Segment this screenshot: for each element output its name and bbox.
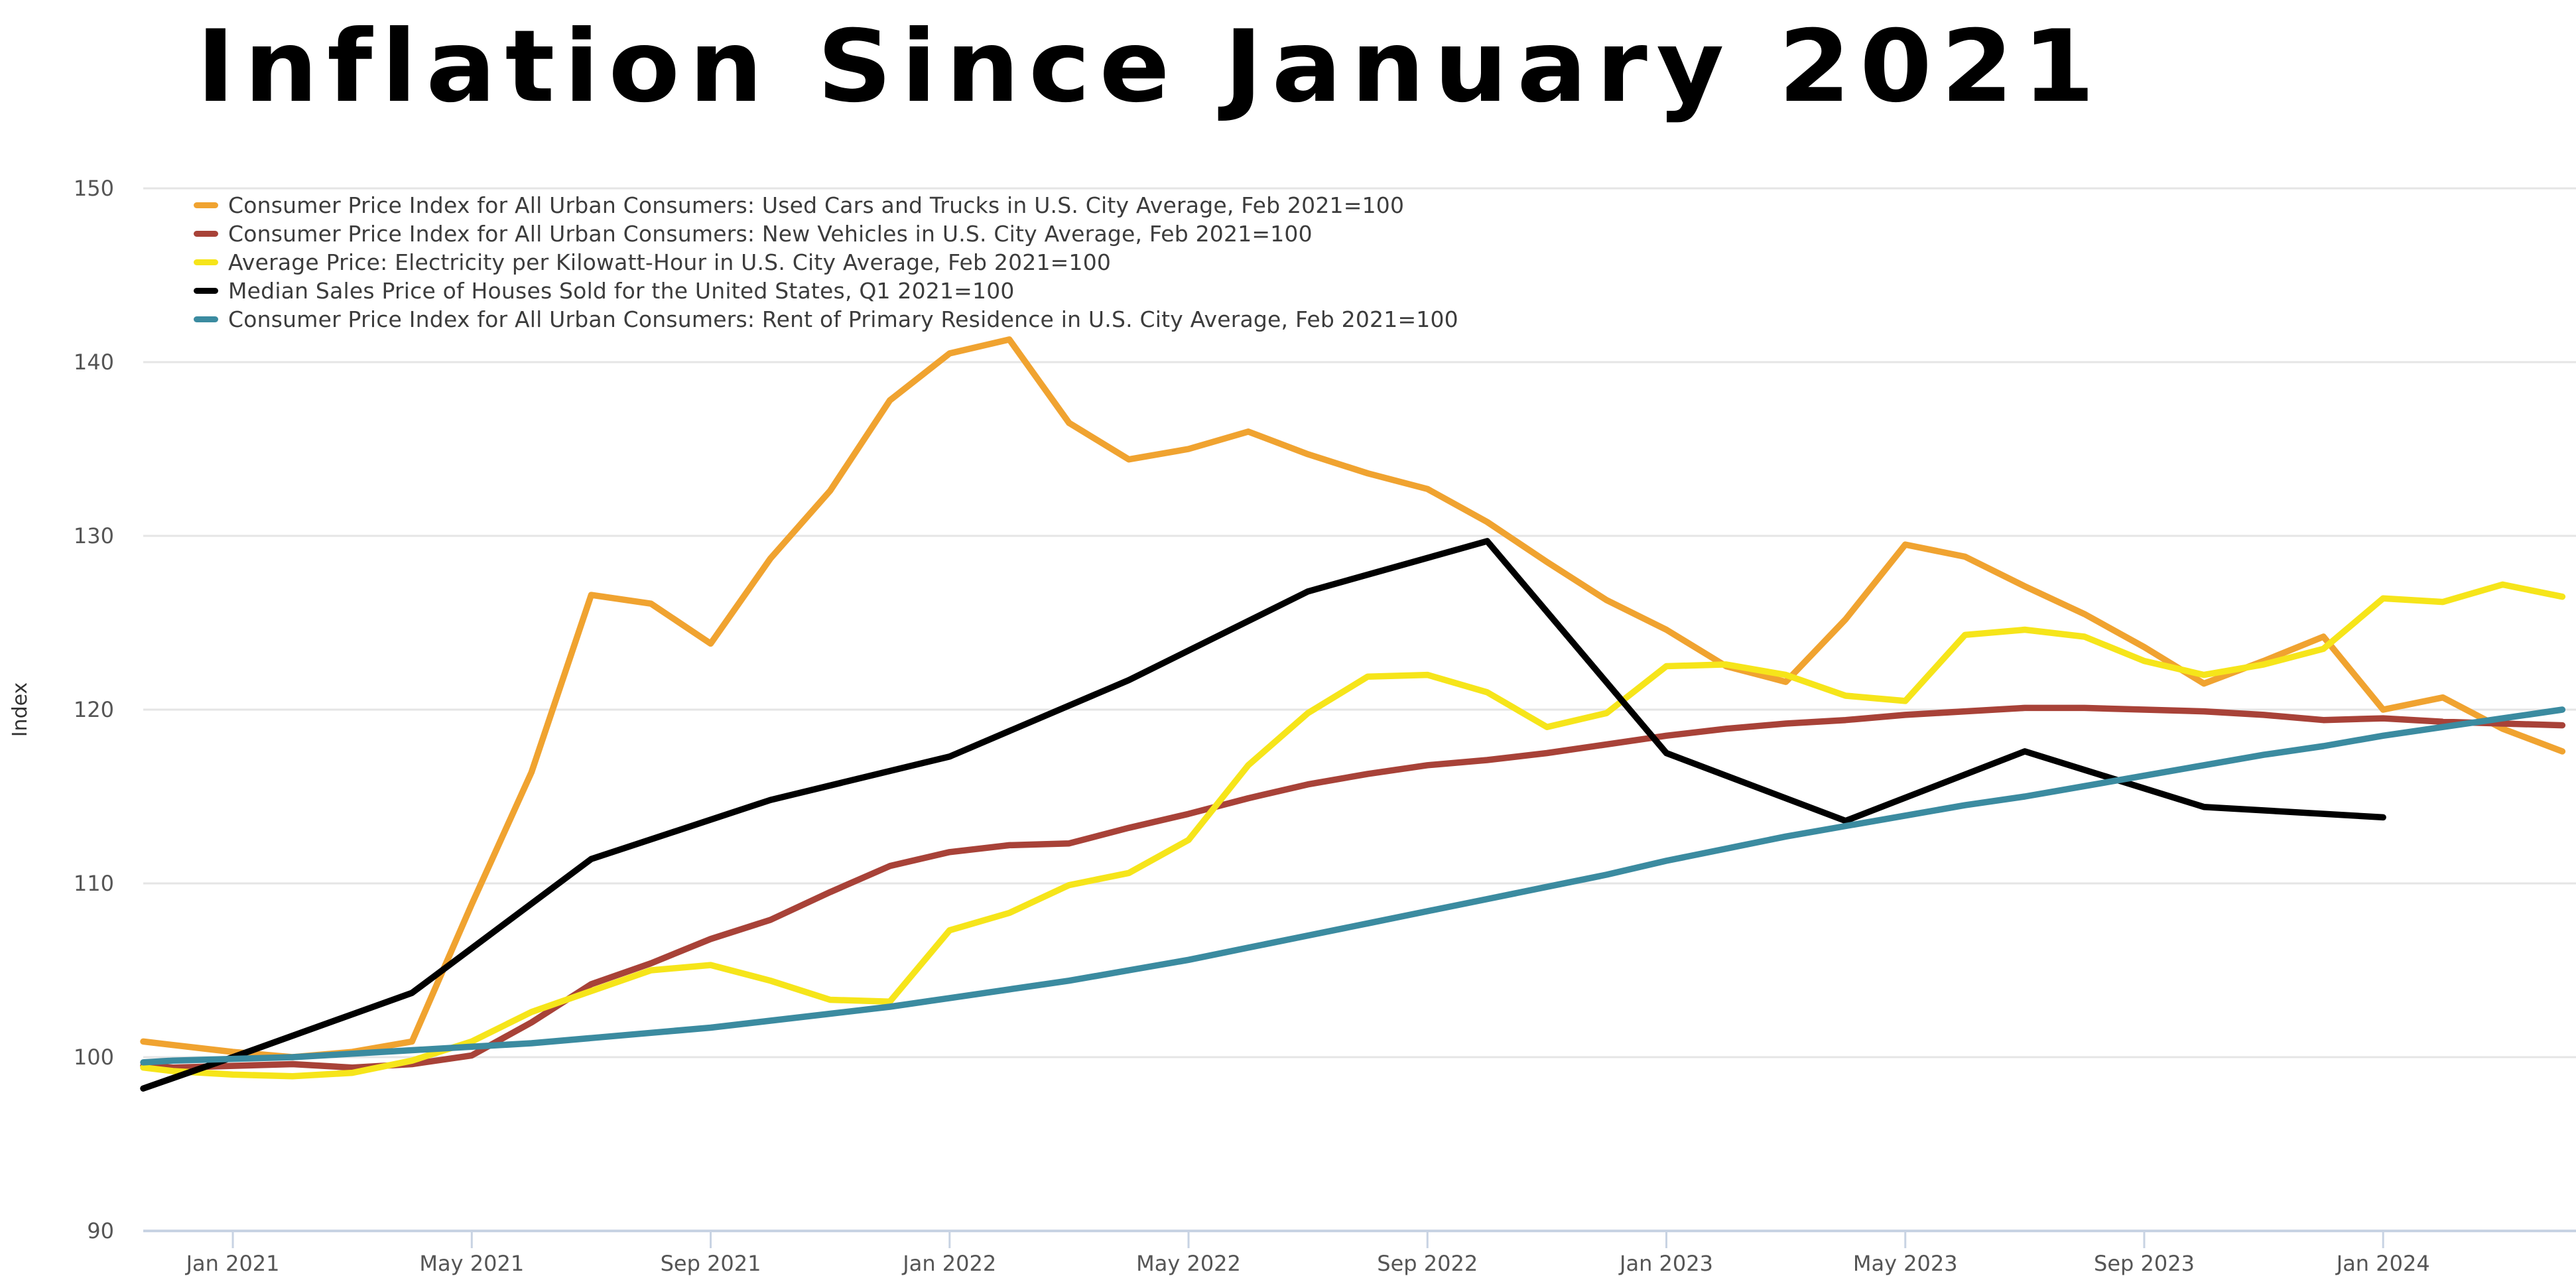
x-tick-label: May 2022 xyxy=(1136,1251,1241,1276)
legend-item: Median Sales Price of Houses Sold for th… xyxy=(194,277,1458,305)
series-houses-line xyxy=(140,538,2386,1092)
x-tick-label: Jan 2021 xyxy=(185,1251,280,1276)
x-tick-label: May 2021 xyxy=(419,1251,524,1276)
x-tick-label: May 2023 xyxy=(1853,1251,1958,1276)
x-tick-label: Jan 2024 xyxy=(2335,1251,2430,1276)
legend-label: Median Sales Price of Houses Sold for th… xyxy=(228,278,1015,304)
y-tick-label: 130 xyxy=(74,523,114,548)
y-tick-label: 90 xyxy=(87,1218,114,1244)
legend-label: Consumer Price Index for All Urban Consu… xyxy=(228,306,1458,332)
chart-title: Inflation Since January 2021 xyxy=(196,9,2104,125)
legend-label: Consumer Price Index for All Urban Consu… xyxy=(228,192,1405,218)
x-tick-label: Sep 2021 xyxy=(661,1251,761,1276)
x-tick-label: Sep 2023 xyxy=(2094,1251,2195,1276)
legend-item: Consumer Price Index for All Urban Consu… xyxy=(194,305,1458,334)
y-tick-label: 120 xyxy=(74,697,114,722)
x-tick-label: Sep 2022 xyxy=(1377,1251,1478,1276)
y-tick-label: 150 xyxy=(74,176,114,201)
y-tick-label: 110 xyxy=(74,871,114,896)
chart-legend: Consumer Price Index for All Urban Consu… xyxy=(194,191,1458,334)
y-tick-label: 100 xyxy=(74,1045,114,1070)
y-tick-label: 140 xyxy=(74,350,114,375)
x-tick-label: Jan 2022 xyxy=(901,1251,996,1276)
series-new-vehicles-line xyxy=(140,704,2566,1071)
legend-swatch-electricity xyxy=(194,259,218,265)
legend-swatch-houses xyxy=(194,288,218,294)
legend-item: Consumer Price Index for All Urban Consu… xyxy=(194,220,1458,248)
legend-swatch-new-vehicles xyxy=(194,231,218,237)
legend-swatch-used-cars xyxy=(194,202,218,208)
legend-label: Average Price: Electricity per Kilowatt-… xyxy=(228,249,1112,275)
y-axis-title: Index xyxy=(9,682,32,737)
x-tick-label: Jan 2023 xyxy=(1618,1251,1713,1276)
series-rent-line xyxy=(140,706,2566,1066)
legend-item: Consumer Price Index for All Urban Consu… xyxy=(194,191,1458,220)
series-electricity-line xyxy=(140,581,2566,1080)
legend-label: Consumer Price Index for All Urban Consu… xyxy=(228,221,1313,247)
legend-item: Average Price: Electricity per Kilowatt-… xyxy=(194,248,1458,277)
series-used-cars-line xyxy=(140,336,2566,1060)
legend-swatch-rent xyxy=(194,316,218,322)
